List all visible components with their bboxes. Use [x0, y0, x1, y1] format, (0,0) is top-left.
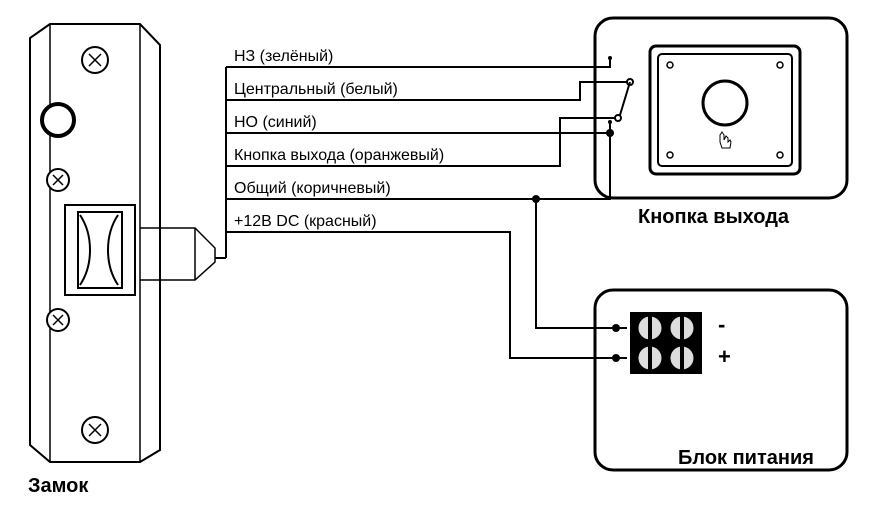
screw-icon — [82, 47, 108, 73]
hole-icon — [42, 104, 74, 136]
wiring-diagram-svg — [0, 0, 887, 515]
exit-button-plate — [650, 46, 800, 174]
wire-label-no: НО (синий) — [234, 114, 317, 132]
terminal-minus-label: - — [718, 312, 725, 338]
screw-icon — [47, 169, 69, 191]
lock-component — [30, 24, 215, 462]
exit-button-label: Кнопка выхода — [638, 206, 789, 229]
terminal-plus-label: + — [718, 344, 731, 370]
wire-label-common: Общий (коричневый) — [234, 180, 391, 198]
exit-button-pusher — [703, 81, 747, 125]
wire-label-12v: +12В DC (красный) — [234, 213, 377, 231]
screw-icon — [82, 417, 108, 443]
wire-label-center: Центральный (белый) — [234, 81, 398, 99]
wire-label-exit: Кнопка выхода (оранжевый) — [234, 147, 444, 165]
screw-icon — [47, 309, 69, 331]
lock-label: Замок — [28, 475, 88, 498]
terminal-block — [630, 312, 702, 374]
power-supply-label: Блок питания — [678, 447, 814, 470]
wire-label-nc: НЗ (зелёный) — [234, 48, 333, 66]
